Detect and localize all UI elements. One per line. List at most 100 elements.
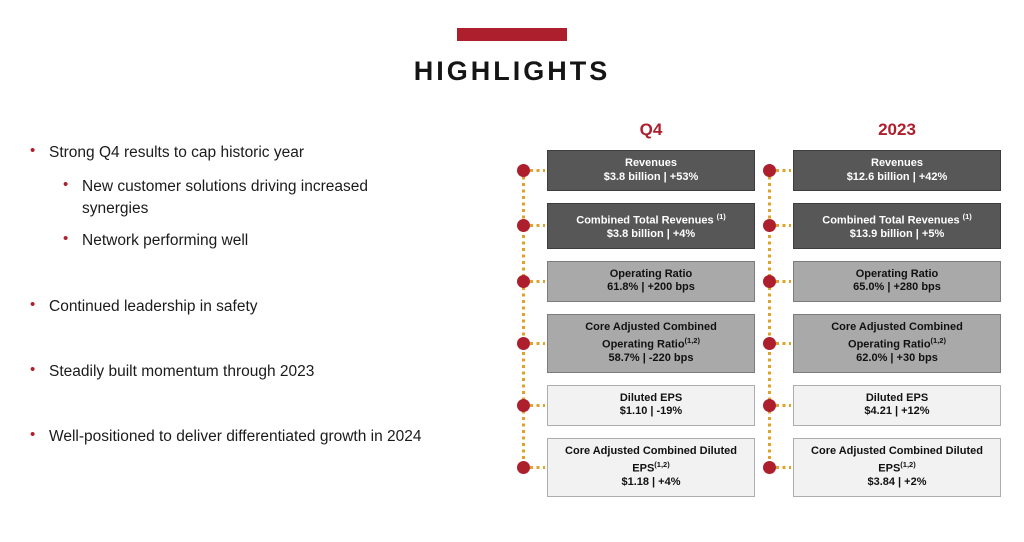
box-title: Core Adjusted Combined Operating Ratio(1… (585, 320, 717, 351)
bullet-item: Well-positioned to deliver differentiate… (28, 425, 460, 447)
bullet-subitem: Network performing well (61, 229, 413, 251)
footnote-marker: (1,2) (930, 336, 946, 346)
box-title: Diluted EPS (619, 391, 683, 404)
metric-row: Core Adjusted Combined Diluted EPS(1,2) … (517, 437, 755, 497)
connector-hline (530, 341, 545, 345)
connector (763, 164, 793, 177)
footnote-marker: (1,2) (900, 460, 916, 470)
box-value: $4.21 | +12% (864, 405, 930, 418)
connector-dot (763, 398, 776, 412)
box-value: 62.0% | +30 bps (856, 352, 938, 365)
metrics-panel: Q4 Revenues $3.8 billion | +53% (517, 120, 1001, 497)
box-value: $3.8 billion | +4% (606, 228, 696, 241)
connector-hline (530, 169, 545, 172)
metric-box-combined-revenues: Combined Total Revenues (1) $13.9 billion… (793, 203, 1001, 249)
slide-title: HIGHLIGHTS (413, 56, 611, 86)
connector-dot (517, 219, 530, 233)
box-title: Revenues (625, 157, 677, 169)
metric-row: Revenues $3.8 billion | +53% (517, 150, 755, 191)
footnote-marker: (1,2) (654, 460, 670, 470)
connector-dot (763, 460, 776, 474)
connector (763, 219, 793, 233)
box-title: Combined Total Revenues (1) (576, 212, 726, 227)
bullet-item: Continued leadership in safety (28, 294, 460, 317)
bullet-list: Strong Q4 results to cap historic year N… (28, 141, 472, 448)
connector (517, 460, 547, 474)
metric-row: Operating Ratio 61.8% | +200 bps (517, 260, 755, 302)
connector-dot (517, 398, 530, 412)
connector (763, 460, 793, 474)
metric-column-q4: Q4 Revenues $3.8 billion | +53% (517, 120, 755, 497)
connector (517, 336, 547, 350)
metric-column-2023: 2023 Revenues $12.6 billion | +42% (763, 120, 1001, 497)
connector-dot (517, 164, 530, 177)
connector-hline (776, 224, 791, 228)
metric-row: Revenues $12.6 billion | +42% (763, 150, 1001, 191)
box-value: $3.8 billion | +53% (603, 170, 699, 183)
metric-box-combined-revenues: Combined Total Revenues (1) $3.8 billion … (547, 203, 755, 249)
metric-row: Diluted EPS $1.10 | -19% (517, 384, 755, 426)
box-title: Operating Ratio (855, 267, 939, 280)
metric-box-operating-ratio: Operating Ratio 61.8% | +200 bps (547, 260, 755, 302)
metric-box-core-diluted-eps: Core Adjusted Combined Diluted EPS(1,2) … (793, 437, 1001, 497)
connector-hline (530, 279, 545, 283)
box-value: 58.7% | -220 bps (608, 352, 694, 365)
connector-dot (763, 219, 776, 233)
connector-hline (530, 224, 545, 228)
metric-box-core-operating-ratio: Core Adjusted Combined Operating Ratio(1… (547, 313, 755, 373)
title-accent-bar (457, 28, 567, 41)
connector-dot (763, 274, 776, 288)
metric-box-core-operating-ratio: Core Adjusted Combined Operating Ratio(1… (793, 313, 1001, 373)
metric-box-diluted-eps: Diluted EPS $4.21 | +12% (793, 384, 1001, 426)
box-value: $1.18 | +4% (621, 476, 681, 489)
connector (517, 219, 547, 233)
connector-hline (776, 279, 791, 283)
connector-hline (776, 341, 791, 345)
connector (763, 398, 793, 412)
connector-hline (530, 403, 545, 407)
box-title: Revenues (871, 157, 923, 169)
column-header-2023: 2023 (878, 120, 916, 139)
connector-hline (530, 465, 545, 469)
bullet-subitem: New customer solutions driving increased… (61, 175, 413, 219)
connector-dot (763, 164, 776, 177)
metric-row: Diluted EPS $4.21 | +12% (763, 384, 1001, 426)
metric-box-core-diluted-eps: Core Adjusted Combined Diluted EPS(1,2) … (547, 437, 755, 497)
connector-dot (763, 336, 776, 350)
metric-row: Combined Total Revenues (1) $3.8 billion … (517, 203, 755, 249)
metric-box-operating-ratio: Operating Ratio 65.0% | +280 bps (793, 260, 1001, 302)
connector-vline (522, 170, 525, 471)
footnote-marker: (1) (716, 212, 726, 221)
box-value: $3.84 | +2% (867, 476, 927, 489)
connector (517, 398, 547, 412)
column-header-q4: Q4 (639, 120, 663, 139)
bullet-item: Steadily built momentum through 2023 (28, 360, 460, 382)
connector-dot (517, 274, 530, 288)
box-title: Core Adjusted Combined Operating Ratio(1… (831, 320, 963, 351)
metric-box-diluted-eps: Diluted EPS $1.10 | -19% (547, 384, 755, 426)
connector-dot (517, 336, 530, 350)
connector-hline (776, 169, 791, 172)
connector-hline (776, 403, 791, 407)
box-title: Operating Ratio (609, 267, 693, 280)
connector-dot (517, 460, 530, 474)
box-value: 61.8% | +200 bps (607, 281, 695, 294)
box-title: Core Adjusted Combined Diluted EPS(1,2) (565, 444, 737, 475)
box-title: Combined Total Revenues (1) (822, 212, 972, 227)
metric-row: Core Adjusted Combined Operating Ratio(1… (517, 313, 755, 373)
connector (763, 336, 793, 350)
footnote-marker: (1,2) (684, 336, 700, 346)
metric-row: Core Adjusted Combined Diluted EPS(1,2) … (763, 437, 1001, 497)
connector (763, 274, 793, 288)
connector (517, 164, 547, 177)
box-title: Diluted EPS (865, 391, 929, 404)
metric-rows: Revenues $3.8 billion | +53% Combined To… (517, 150, 755, 497)
box-title: Core Adjusted Combined Diluted EPS(1,2) (811, 444, 983, 475)
connector-hline (776, 465, 791, 469)
metric-rows: Revenues $12.6 billion | +42% Combined T… (763, 150, 1001, 497)
metric-box-revenues: Revenues $3.8 billion | +53% (547, 150, 755, 191)
footnote-marker: (1) (962, 212, 972, 221)
box-value: $13.9 billion | +5% (849, 228, 945, 241)
metric-row: Combined Total Revenues (1) $13.9 billion… (763, 203, 1001, 249)
bullet-item: Strong Q4 results to cap historic year (28, 141, 460, 163)
